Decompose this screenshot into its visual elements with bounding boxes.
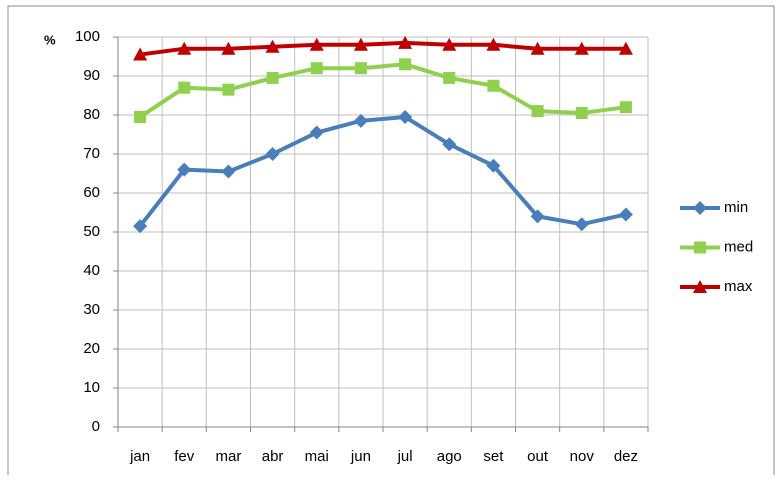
marker-triangle xyxy=(265,39,280,53)
marker-triangle xyxy=(309,37,324,51)
x-tick-label: ago xyxy=(437,448,462,465)
y-tick-label: 80 xyxy=(83,106,100,123)
x-tick-label: fev xyxy=(174,448,195,465)
x-tick-label: mar xyxy=(215,448,241,465)
x-tick-label: out xyxy=(527,448,549,465)
marker-triangle xyxy=(353,37,368,51)
marker-square xyxy=(531,105,544,118)
marker-triangle xyxy=(398,35,413,49)
y-tick-label: 90 xyxy=(83,67,100,84)
marker-triangle xyxy=(133,47,148,61)
marker-diamond xyxy=(133,219,148,234)
marker-diamond xyxy=(398,109,413,124)
y-tick-label: 30 xyxy=(83,301,100,318)
marker-triangle xyxy=(177,41,192,55)
y-tick-label: 60 xyxy=(83,184,100,201)
series-line xyxy=(139,40,626,57)
x-tick-label: jan xyxy=(129,448,150,465)
x-tick-label: jul xyxy=(397,448,413,465)
x-tick-label: nov xyxy=(570,448,595,465)
series-line xyxy=(138,62,627,119)
marker-diamond xyxy=(530,209,545,224)
marker-triangle xyxy=(618,41,633,55)
marker-diamond xyxy=(574,217,589,232)
x-tick-label: mai xyxy=(305,448,329,465)
marker-triangle xyxy=(486,37,501,51)
x-tick-label: abr xyxy=(262,448,284,465)
legend-label: min xyxy=(724,199,748,216)
marker-square xyxy=(222,83,235,96)
marker-diamond xyxy=(309,125,324,140)
y-tick-label: 20 xyxy=(83,340,100,357)
marker-triangle xyxy=(221,41,236,55)
y-axis-label: % xyxy=(44,32,56,47)
x-tick-label: set xyxy=(483,448,504,465)
marker-square xyxy=(443,71,456,84)
legend-label: med xyxy=(724,238,753,255)
y-tick-label: 70 xyxy=(83,145,100,162)
marker-square xyxy=(266,71,279,84)
marker-square xyxy=(399,58,412,71)
y-tick-label: 50 xyxy=(83,223,100,240)
marker-diamond xyxy=(353,113,368,128)
marker-triangle xyxy=(530,41,545,55)
marker-square xyxy=(694,241,706,254)
y-tick-label: 40 xyxy=(83,262,100,279)
marker-triangle xyxy=(574,41,589,55)
marker-diamond xyxy=(486,158,501,173)
x-tick-label: jun xyxy=(350,448,371,465)
marker-triangle xyxy=(693,280,707,293)
marker-diamond xyxy=(265,147,280,161)
marker-diamond xyxy=(221,164,236,179)
marker-diamond xyxy=(442,137,457,152)
marker-square xyxy=(310,62,323,75)
marker-diamond xyxy=(177,162,192,177)
y-tick-label: 10 xyxy=(83,379,100,396)
y-tick-label: 0 xyxy=(92,418,100,435)
marker-square xyxy=(178,81,191,94)
legend-label: max xyxy=(724,278,753,295)
marker-diamond xyxy=(693,201,707,215)
marker-square xyxy=(354,62,367,75)
marker-square xyxy=(134,110,147,123)
marker-square xyxy=(619,101,632,114)
series-line xyxy=(138,114,627,228)
chart-frame xyxy=(7,5,775,480)
marker-triangle xyxy=(442,37,457,51)
x-tick-label: dez xyxy=(614,448,638,465)
marker-square xyxy=(575,107,588,120)
y-tick-label: 100 xyxy=(75,28,100,45)
marker-diamond xyxy=(618,207,633,222)
marker-square xyxy=(487,79,500,92)
